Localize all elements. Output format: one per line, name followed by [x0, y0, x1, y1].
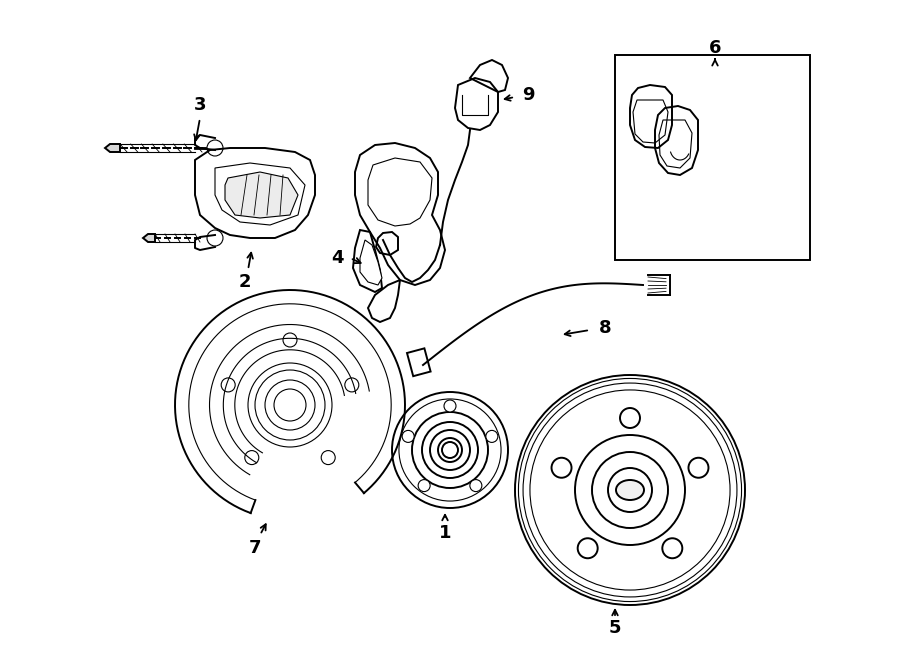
Polygon shape: [143, 234, 155, 242]
Circle shape: [470, 480, 482, 492]
Circle shape: [321, 451, 335, 465]
Text: 3: 3: [194, 96, 206, 114]
Circle shape: [662, 538, 682, 559]
Circle shape: [444, 400, 456, 412]
Text: 1: 1: [439, 524, 451, 542]
Circle shape: [552, 458, 572, 478]
Ellipse shape: [616, 480, 644, 500]
Polygon shape: [225, 172, 298, 218]
Bar: [615, 55, 810, 260]
Circle shape: [620, 408, 640, 428]
Circle shape: [578, 538, 598, 559]
Text: 5: 5: [608, 619, 621, 637]
Bar: [407, 348, 430, 376]
Circle shape: [418, 480, 430, 492]
Text: 9: 9: [522, 86, 535, 104]
Polygon shape: [105, 144, 120, 152]
Circle shape: [688, 458, 708, 478]
Circle shape: [345, 378, 359, 392]
Text: 2: 2: [238, 273, 251, 291]
Text: 6: 6: [709, 39, 721, 57]
Circle shape: [486, 430, 498, 442]
Circle shape: [402, 430, 414, 442]
Circle shape: [245, 451, 259, 465]
Circle shape: [283, 333, 297, 347]
Circle shape: [442, 442, 458, 458]
Text: 8: 8: [598, 319, 611, 337]
Text: 7: 7: [248, 539, 261, 557]
Text: 4: 4: [331, 249, 343, 267]
Polygon shape: [360, 240, 382, 285]
Circle shape: [221, 378, 235, 392]
Polygon shape: [368, 158, 432, 226]
